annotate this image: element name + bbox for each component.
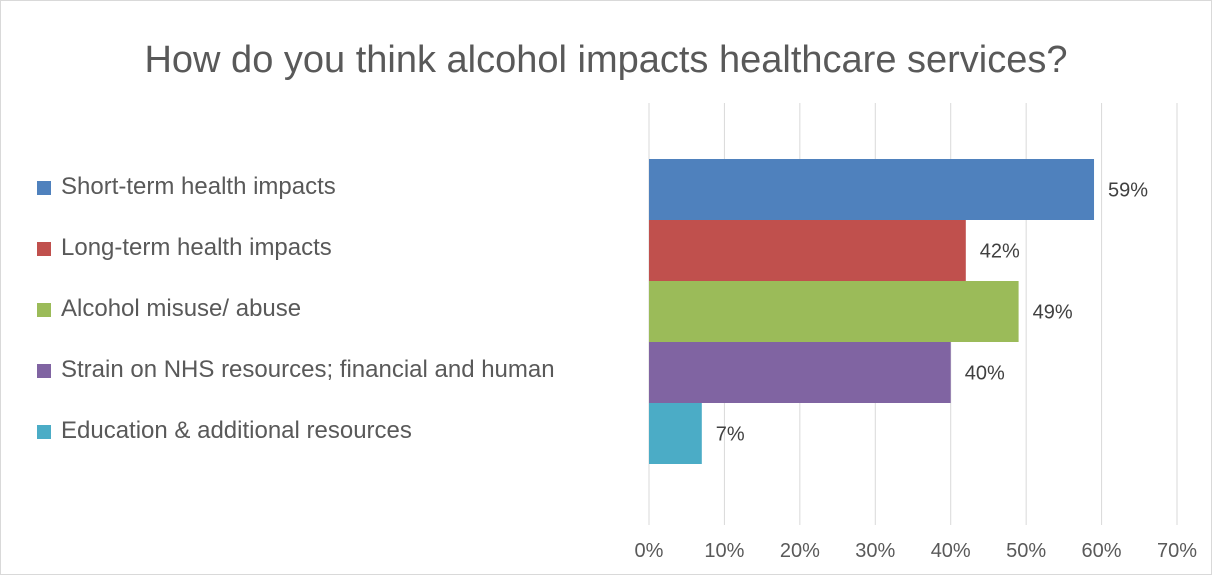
x-tick-label: 20% [780,540,820,562]
chart-title: How do you think alcohol impacts healthc… [144,39,1068,81]
legend-label: Alcohol misuse/ abuse [61,295,302,322]
legend-label: Short-term health impacts [61,173,336,200]
bar [649,281,1019,342]
legend-swatch [37,242,51,256]
bar [649,342,951,403]
bar [649,159,1095,220]
x-tick-label: 60% [1082,540,1122,562]
bar [649,220,966,281]
legend-label: Education & additional resources [61,417,412,444]
legend-swatch [37,181,51,195]
legend-swatch [37,425,51,439]
x-tick-label: 30% [855,540,895,562]
x-tick-label: 10% [704,540,744,562]
data-label: 40% [965,363,1005,385]
legend-label: Strain on NHS resources; financial and h… [61,356,555,383]
legend-label: Long-term health impacts [61,234,332,261]
x-tick-label: 0% [635,540,664,562]
legend-swatch [37,364,51,378]
data-label: 7% [716,424,745,446]
x-tick-label: 40% [931,540,971,562]
data-label: 59% [1108,180,1148,202]
bar [649,403,702,464]
data-label: 49% [1033,302,1073,324]
x-tick-label: 50% [1006,540,1046,562]
x-tick-label: 70% [1157,540,1197,562]
legend-swatch [37,303,51,317]
data-label: 42% [980,241,1020,263]
